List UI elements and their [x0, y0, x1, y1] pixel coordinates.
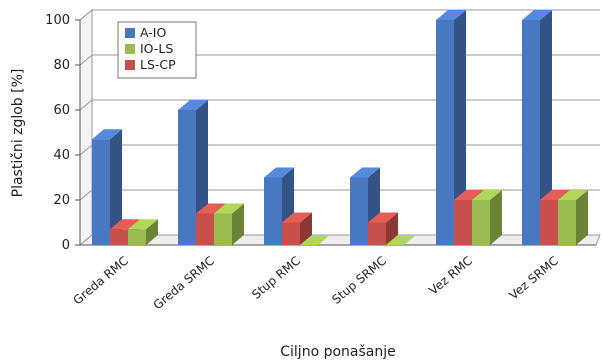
y-axis-ticks: 0 20 40 60 80 100 [45, 13, 596, 253]
y-tick-label: 40 [53, 148, 70, 163]
bar-front-face [522, 20, 540, 245]
legend-swatch [125, 60, 135, 70]
bar-io-ls-stup-srmc [386, 235, 416, 245]
y-tick-label: 20 [53, 193, 70, 208]
x-category-label: Stup SRMC [329, 254, 389, 307]
bar-top-face [350, 167, 380, 178]
side-wall [79, 8, 93, 247]
bar-side-face [490, 190, 502, 245]
x-category-label: Stup RMC [249, 254, 303, 302]
bar-side-face [386, 212, 398, 245]
bar-side-face [454, 10, 466, 245]
bar-top-face [472, 190, 502, 200]
y-tick-label: 80 [53, 58, 70, 73]
bar-front-face [540, 200, 558, 245]
legend-swatch [125, 28, 135, 38]
bar-front-face [92, 139, 110, 245]
bar-top-face [436, 10, 466, 20]
bar-a-io-greda-rmc [92, 129, 122, 245]
bar-side-face [232, 203, 244, 245]
bar-top-face [300, 235, 330, 245]
bar-a-io-vez-rmc [436, 10, 466, 245]
bar-io-ls-vez-rmc [472, 190, 502, 245]
x-category-label: Vez RMC [426, 254, 475, 298]
bar-front-face [214, 213, 232, 245]
bar-io-ls-stup-rmc [300, 235, 330, 245]
bar-top-face [282, 212, 312, 223]
bar-side-face [576, 190, 588, 245]
bar-top-face [264, 167, 294, 178]
y-tick-label: 100 [45, 13, 70, 28]
bar-side-face [540, 10, 552, 245]
bar-side-face [300, 212, 312, 245]
bar-front-face [472, 200, 490, 245]
gridline [79, 99, 600, 111]
bar-top-face [110, 219, 140, 230]
legend-swatch [125, 44, 135, 54]
bar-front-face [454, 200, 472, 245]
bar-top-face [92, 129, 122, 140]
x-category-label: Greda SRMC [151, 254, 217, 313]
bar-front-face [368, 222, 386, 245]
bar-front-face [264, 177, 282, 245]
bar-front-face [196, 213, 214, 245]
bar-front-face [436, 20, 454, 245]
bar-top-face [196, 203, 226, 214]
bar-io-ls-vez-srmc [558, 190, 588, 245]
gridline [79, 54, 600, 66]
bar-side-face [146, 219, 158, 245]
x-category-label: Greda RMC [70, 254, 130, 308]
x-category-label: Vez SRMC [506, 254, 561, 303]
bar-top-face [558, 190, 588, 200]
bar-io-ls-greda-srmc [214, 203, 244, 245]
bar-front-face [282, 222, 300, 245]
x-axis-title: Ciljno ponašanje [280, 344, 396, 360]
bar-top-face [454, 190, 484, 200]
bar-top-face [128, 219, 158, 230]
bar-front-face [350, 177, 368, 245]
bar-top-face [178, 100, 208, 110]
y-tick-label: 0 [62, 238, 70, 253]
legend-label: IO-LS [140, 41, 173, 56]
y-axis-title: Plastični zglob [%] [10, 69, 26, 198]
bar-front-face [128, 229, 146, 245]
bar-top-face [386, 235, 416, 245]
legend-label: LS-CP [140, 57, 176, 72]
bars [92, 10, 588, 245]
bar-top-face [368, 212, 398, 223]
bar-front-face [110, 229, 128, 245]
bar-io-ls-greda-rmc [128, 219, 158, 245]
legend-label: A-IO [140, 25, 166, 40]
bar-front-face [178, 110, 196, 245]
y-tick-label: 60 [53, 103, 70, 118]
bar-ls-cp-stup-rmc [282, 212, 312, 245]
bar-a-io-vez-srmc [522, 10, 552, 245]
bar-top-face [540, 190, 570, 200]
bar-front-face [558, 200, 576, 245]
gridline [79, 9, 600, 21]
bar-ls-cp-stup-srmc [368, 212, 398, 245]
bar-side-face [110, 129, 122, 245]
bar-top-face [522, 10, 552, 20]
x-axis-labels: Greda RMC Greda SRMC Stup RMC Stup SRMC Vez … [70, 254, 560, 313]
bar-top-face [214, 203, 244, 214]
